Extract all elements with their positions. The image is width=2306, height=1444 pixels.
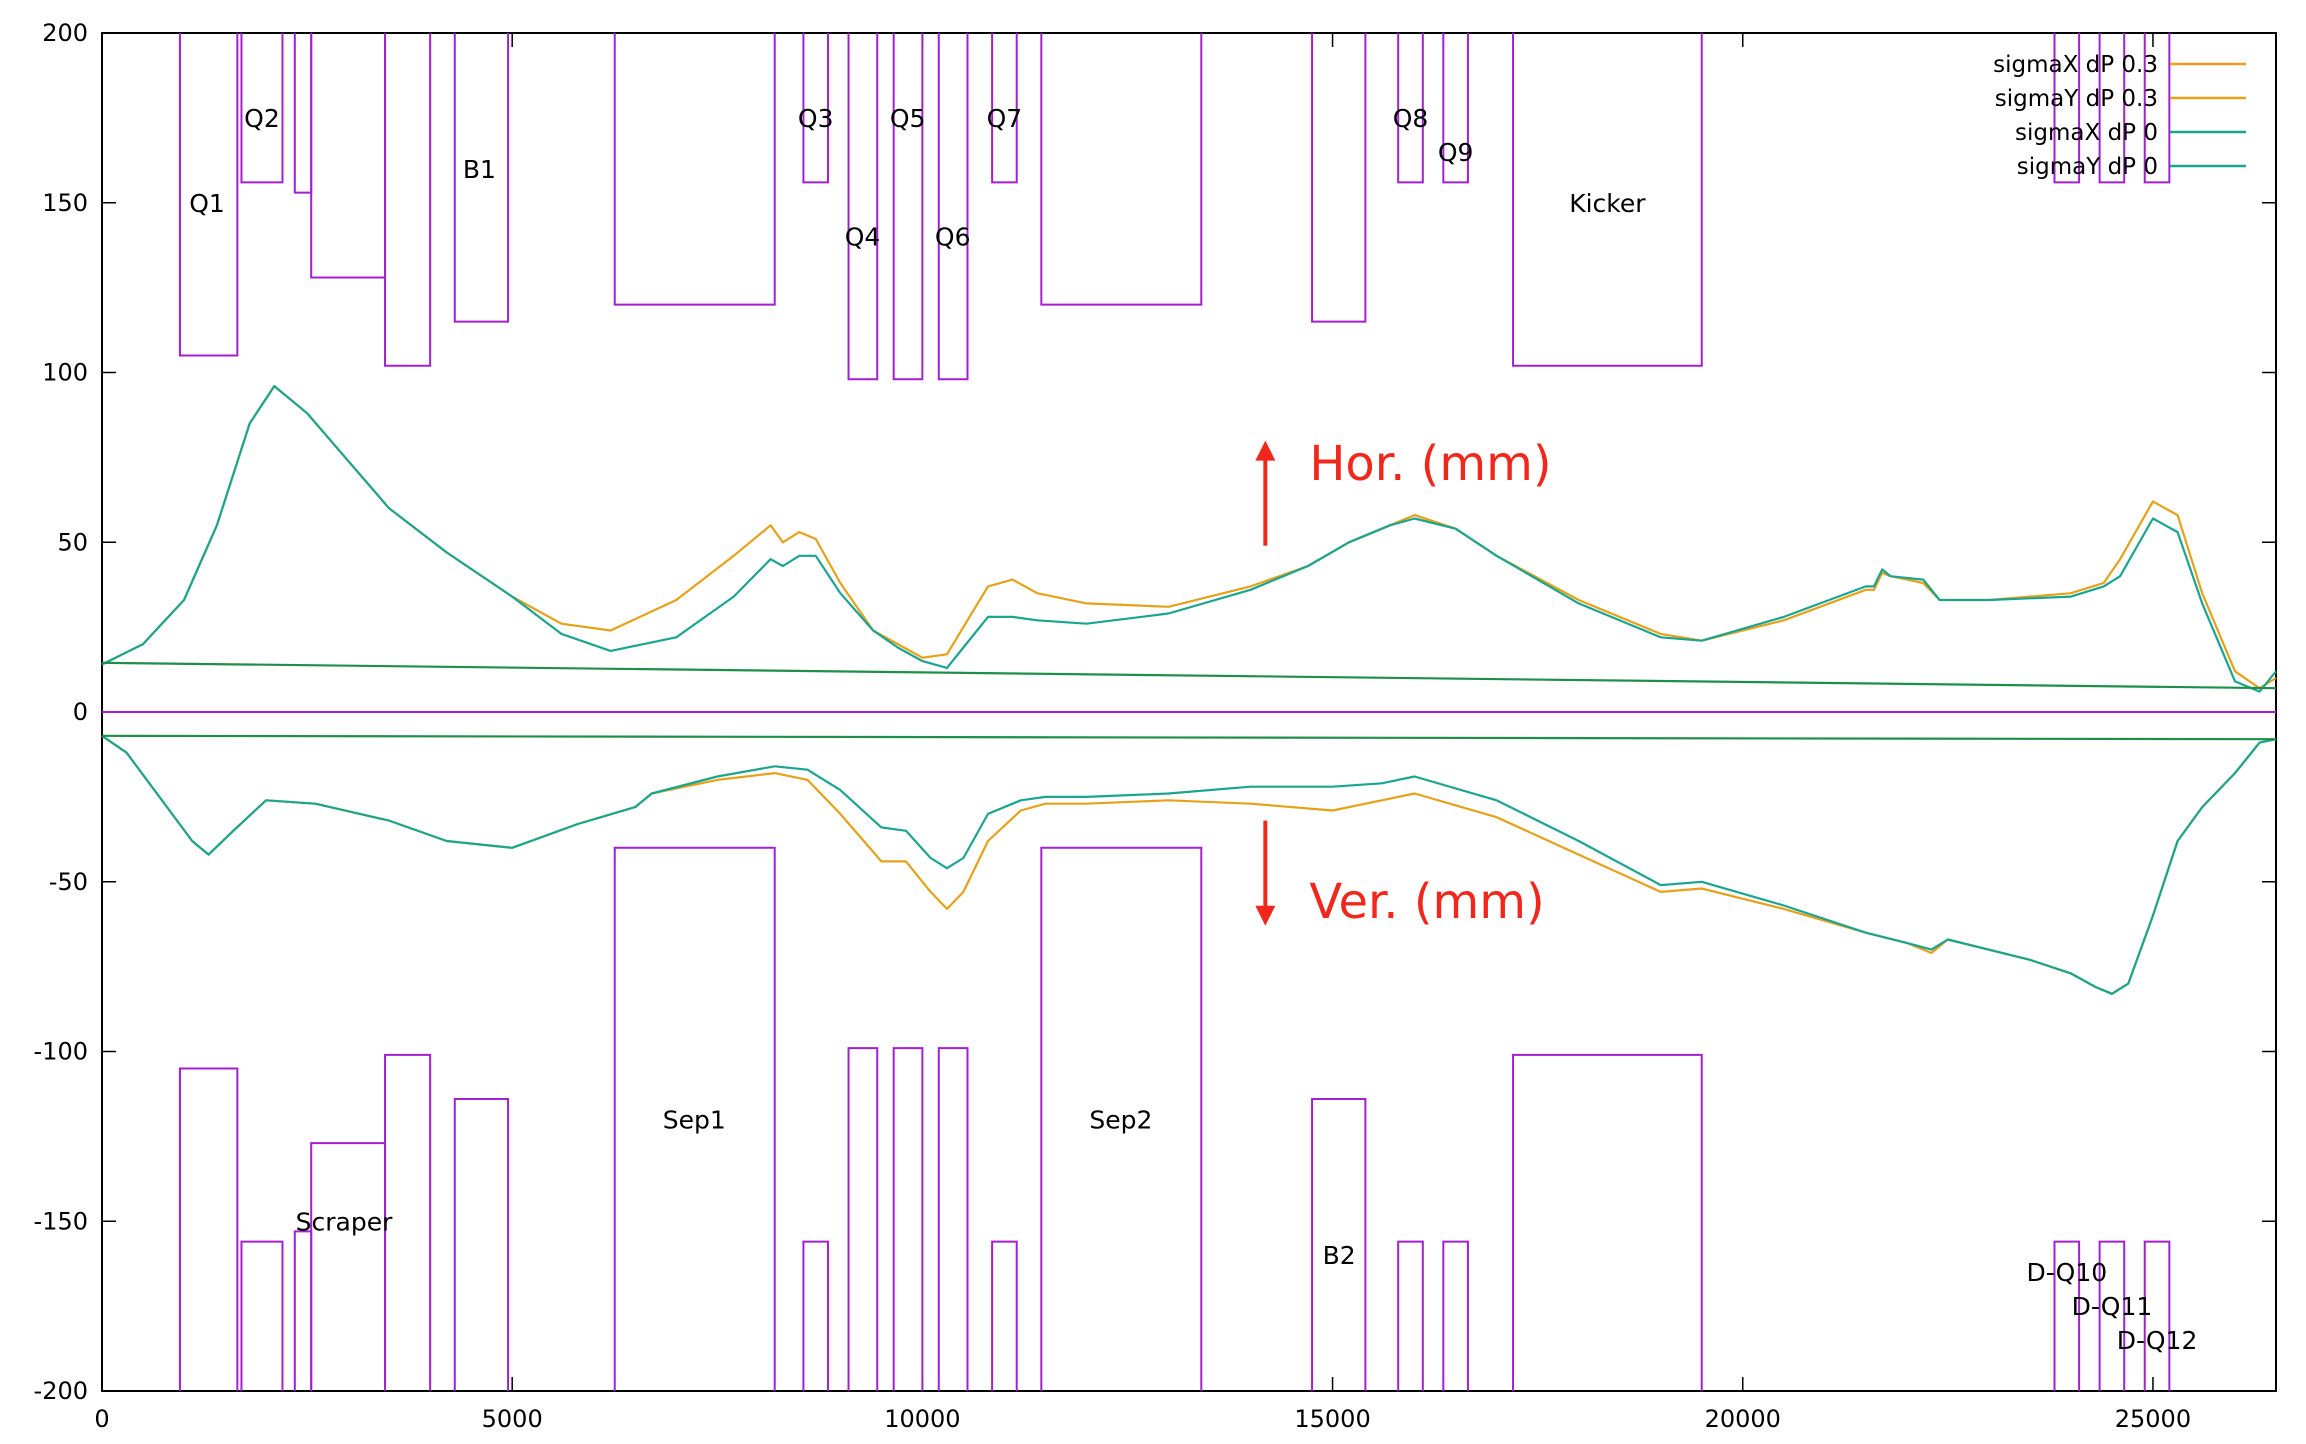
beamline-element-lower <box>937 1047 969 1391</box>
element-label: Q5 <box>890 104 926 133</box>
beamline-element-lower <box>847 1047 879 1391</box>
y-tick-label: -100 <box>34 1038 88 1066</box>
element-label: Kicker <box>1569 189 1646 218</box>
beamline-element-lower <box>293 1230 313 1391</box>
beamline-element-upper <box>1040 33 1203 306</box>
x-tick-label: 0 <box>94 1405 109 1433</box>
element-label: Q2 <box>244 104 280 133</box>
beamline-element-upper <box>1512 33 1703 367</box>
y-tick-label: -200 <box>34 1377 88 1405</box>
element-label: Q9 <box>1438 138 1474 167</box>
element-label: Sep1 <box>663 1105 726 1134</box>
element-label: Q8 <box>1393 104 1429 133</box>
beamline-element-upper <box>310 33 387 279</box>
beamline-element-upper <box>847 33 879 381</box>
beamline-element-upper <box>1397 33 1424 184</box>
element-label: Q4 <box>845 223 881 252</box>
beamline-element-lower <box>2053 1240 2081 1391</box>
element-label: D-Q11 <box>2072 1292 2153 1321</box>
beamline-element-lower <box>613 846 776 1391</box>
data-series <box>101 385 2277 995</box>
beamline-element-upper <box>2053 33 2081 184</box>
element-label: Sep2 <box>1089 1105 1152 1134</box>
beamline-element-upper <box>178 33 239 357</box>
y-tick-label: 200 <box>42 19 88 47</box>
beamline-element-upper <box>453 33 510 323</box>
beamline-element-upper <box>293 33 313 194</box>
annotations: Hor. (mm) Ver. (mm) <box>1255 436 1552 930</box>
axis-ticks: 0 5000 10000 15000 20000 25000 -200 -150 -100 -50… <box>34 19 2276 1433</box>
beamline-element-upper <box>613 33 776 306</box>
beamline-elements <box>178 33 2171 1391</box>
element-label: Scraper <box>296 1207 393 1236</box>
beamline-element-lower <box>892 1047 924 1391</box>
legend-label: sigmaY dP 0 <box>2017 154 2158 180</box>
element-label: Q6 <box>935 223 971 252</box>
beamline-element-lower <box>384 1053 432 1391</box>
x-tick-label: 20000 <box>1705 1405 1781 1433</box>
beamline-element-lower <box>1442 1240 1469 1391</box>
y-tick-label: -150 <box>34 1207 88 1235</box>
beamline-element-lower <box>1311 1098 1367 1391</box>
y-tick-label: 50 <box>57 528 88 556</box>
x-tick-label: 5000 <box>482 1405 543 1433</box>
series-line-sigmay-dp-0 <box>101 734 2277 995</box>
beamline-element-upper <box>802 33 830 184</box>
x-tick-label: 15000 <box>1294 1405 1370 1433</box>
beamline-element-lower <box>1397 1240 1424 1391</box>
arrow-head-down-icon <box>1255 905 1276 926</box>
beamline-element-upper <box>2098 33 2126 184</box>
beamline-element-lower <box>2143 1240 2171 1391</box>
beamline-element-upper <box>1442 33 1469 184</box>
y-tick-label: 100 <box>42 359 88 387</box>
beamline-element-lower <box>802 1240 830 1391</box>
element-label: Q1 <box>189 189 225 218</box>
element-label: B2 <box>1323 1241 1356 1270</box>
x-tick-label: 25000 <box>2115 1405 2191 1433</box>
beamline-element-lower <box>1040 846 1203 1391</box>
legend-label: sigmaX dP 0.3 <box>1993 52 2158 78</box>
element-labels: Q1 Q2 B1 Q3 Q4 Q5 Q6 Q7 Q8 Q9 Kicker Scraper Sep1 Sep… <box>189 104 2197 1355</box>
x-tick-label: 10000 <box>884 1405 960 1433</box>
beamline-element-lower <box>178 1067 239 1391</box>
arrow-head-up-icon <box>1255 440 1276 461</box>
legend-label: sigmaY dP 0.3 <box>1995 86 2158 112</box>
legend: sigmaX dP 0.3 sigmaY dP 0.3 sigmaX dP 0 sig… <box>1993 52 2246 180</box>
beamline-element-upper <box>240 33 284 184</box>
beamline-element-upper <box>2143 33 2171 184</box>
beamline-element-lower <box>240 1240 284 1391</box>
beamline-element-upper <box>384 33 432 367</box>
beamline-element-lower <box>991 1240 1018 1391</box>
element-label: D-Q12 <box>2117 1326 2198 1355</box>
series-line-envelope-ver <box>101 734 2277 741</box>
beamline-element-lower <box>1512 1053 1703 1391</box>
beamline-element-upper <box>991 33 1018 184</box>
annotation-label: Ver. (mm) <box>1309 874 1544 930</box>
beamline-element-upper <box>1311 33 1367 323</box>
series-line-sigmax-dp-0 <box>101 385 2277 693</box>
element-label: Q7 <box>987 104 1023 133</box>
beamline-element-lower <box>453 1098 510 1391</box>
beamline-element-lower <box>310 1142 387 1391</box>
series-line-sigmay-dp-0-3 <box>101 734 2277 995</box>
series-line-envelope-hor <box>101 661 2277 690</box>
y-tick-label: 0 <box>73 698 88 726</box>
y-tick-label: -50 <box>49 868 88 896</box>
beamline-element-lower <box>2098 1240 2126 1391</box>
element-label: B1 <box>463 155 496 184</box>
legend-label: sigmaX dP 0 <box>2015 120 2158 146</box>
element-label: Q3 <box>798 104 834 133</box>
beamline-element-upper <box>937 33 969 381</box>
y-tick-label: 150 <box>42 189 88 217</box>
annotation-label: Hor. (mm) <box>1309 436 1551 492</box>
beamline-element-upper <box>892 33 924 381</box>
element-label: D-Q10 <box>2026 1258 2107 1287</box>
